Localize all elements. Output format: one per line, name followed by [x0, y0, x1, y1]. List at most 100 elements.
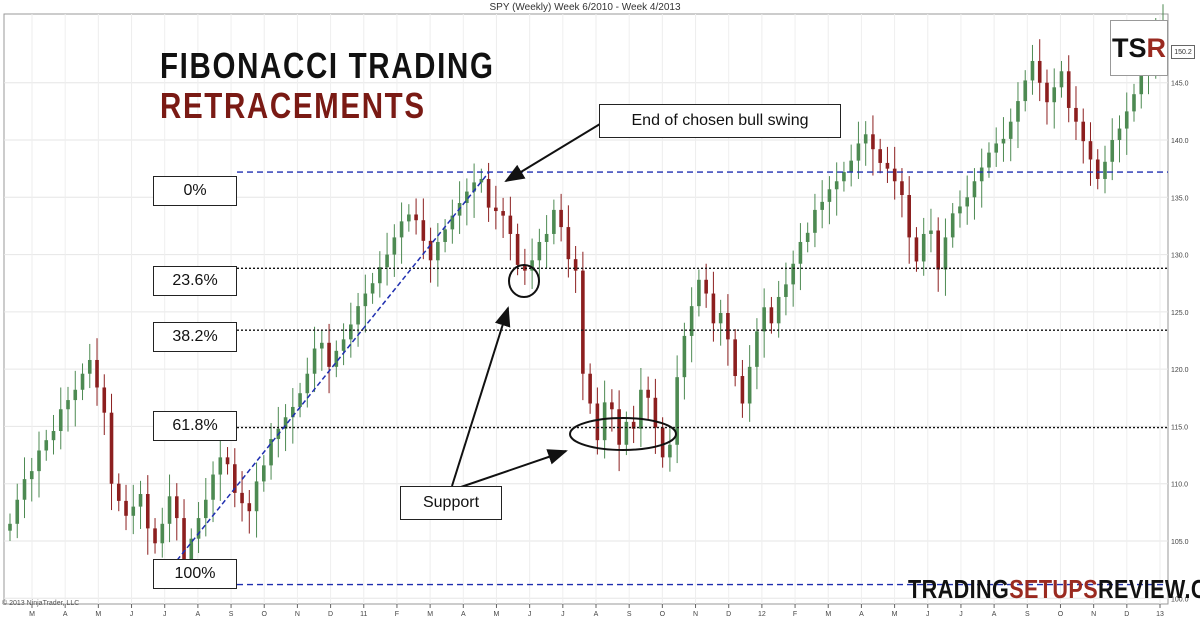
- candle-body: [979, 167, 984, 182]
- x-tick-label: O: [1058, 611, 1064, 618]
- candle-body: [1045, 82, 1049, 103]
- candle-body: [1016, 101, 1020, 122]
- logo-accent: R: [1146, 32, 1167, 63]
- candle-body: [871, 134, 875, 150]
- candle-body: [1037, 60, 1042, 83]
- candle-body: [501, 211, 505, 216]
- candle-body: [218, 457, 223, 475]
- candle-body: [994, 143, 999, 153]
- candle-body: [116, 483, 121, 501]
- y-tick-label: 120.0: [1171, 367, 1189, 374]
- candle-body: [153, 528, 157, 544]
- watermark-part2: SETUPS: [1009, 574, 1099, 604]
- fib-level-label-618: 61.8%: [153, 411, 237, 441]
- candle-body: [283, 417, 288, 429]
- x-tick-label: M: [95, 611, 101, 618]
- candle-body: [958, 206, 962, 214]
- candle-body: [312, 348, 317, 374]
- candle-body: [247, 503, 252, 512]
- fib-level-label-0: 0%: [153, 176, 237, 206]
- candle-body: [436, 241, 440, 261]
- candle-body: [494, 207, 498, 212]
- candle-body: [566, 227, 571, 260]
- fib-level-label-236: 23.6%: [153, 266, 237, 296]
- candle-body: [856, 143, 861, 161]
- candle-body: [595, 403, 600, 441]
- candle-body: [544, 233, 549, 242]
- candle-body: [8, 523, 12, 531]
- y-tick-label: 110.0: [1171, 482, 1188, 489]
- candle-body: [776, 296, 781, 324]
- candle-body: [291, 406, 295, 418]
- candle-body: [262, 465, 266, 482]
- x-tick-label: A: [859, 611, 864, 618]
- x-tick-label: D: [1124, 611, 1129, 618]
- x-tick-label: 12: [758, 611, 766, 618]
- x-tick-label: J: [959, 611, 963, 618]
- candle-body: [472, 182, 476, 192]
- candle-body: [1124, 111, 1129, 129]
- y-tick-label: 105.0: [1171, 539, 1189, 546]
- site-watermark: TRADINGSETUPSREVIEW.COM: [908, 576, 1200, 602]
- candle-body: [726, 313, 730, 340]
- candle-body: [929, 230, 933, 234]
- candle-body: [588, 373, 592, 404]
- candle-body: [675, 377, 679, 445]
- tsr-logo: TS R: [1110, 20, 1168, 76]
- candle-body: [269, 439, 273, 466]
- fib-level-label-100: 100%: [153, 559, 237, 589]
- candle-body: [15, 499, 20, 524]
- x-tick-label: D: [726, 611, 731, 618]
- candle-body: [892, 168, 897, 182]
- candle-body: [842, 172, 846, 182]
- candle-body: [58, 409, 63, 432]
- candle-body: [349, 324, 353, 340]
- candle-body: [392, 237, 397, 255]
- arrow-to-swing-end: [504, 123, 601, 183]
- candle-body: [943, 237, 948, 270]
- candle-body: [762, 307, 766, 332]
- candle-body: [131, 506, 136, 516]
- x-tick-label: M: [427, 611, 433, 618]
- candle-body: [1074, 107, 1078, 122]
- candle-body: [1023, 80, 1028, 102]
- candle-body: [972, 181, 977, 198]
- candle-body: [602, 402, 607, 441]
- candle-body: [298, 393, 302, 407]
- candle-body: [189, 538, 194, 561]
- candle-body: [740, 376, 745, 404]
- x-tick-label: A: [196, 611, 201, 618]
- callout-support: Support: [400, 486, 502, 520]
- x-tick-label: N: [693, 611, 698, 618]
- candle-body: [363, 293, 368, 307]
- y-tick-label: 145.0: [1171, 81, 1189, 88]
- candle-body: [450, 215, 455, 230]
- candle-body: [805, 232, 810, 242]
- y-tick-label: 135.0: [1171, 195, 1189, 202]
- x-tick-label: N: [1091, 611, 1096, 618]
- candle-body: [965, 197, 970, 207]
- candle-body: [1095, 159, 1100, 179]
- x-tick-label: S: [229, 611, 234, 618]
- candle-body: [421, 220, 426, 241]
- candle-body: [37, 450, 41, 472]
- candle-body: [465, 191, 469, 204]
- x-tick-label: J: [528, 611, 532, 618]
- bull-swing-line: [171, 171, 490, 567]
- candle-body: [697, 279, 701, 307]
- candle-body: [341, 339, 346, 351]
- candle-body: [95, 359, 99, 388]
- candle-body: [73, 389, 78, 401]
- candle-body: [305, 373, 310, 394]
- candle-body: [914, 237, 919, 262]
- candle-body: [581, 270, 585, 374]
- candle-body: [682, 335, 687, 378]
- candle-body: [182, 518, 186, 561]
- candle-body: [718, 313, 723, 324]
- x-tick-label: M: [494, 611, 500, 618]
- y-tick-label: 130.0: [1171, 253, 1189, 260]
- candle-body: [827, 189, 832, 202]
- candle-body: [653, 397, 658, 428]
- candle-body: [508, 215, 513, 234]
